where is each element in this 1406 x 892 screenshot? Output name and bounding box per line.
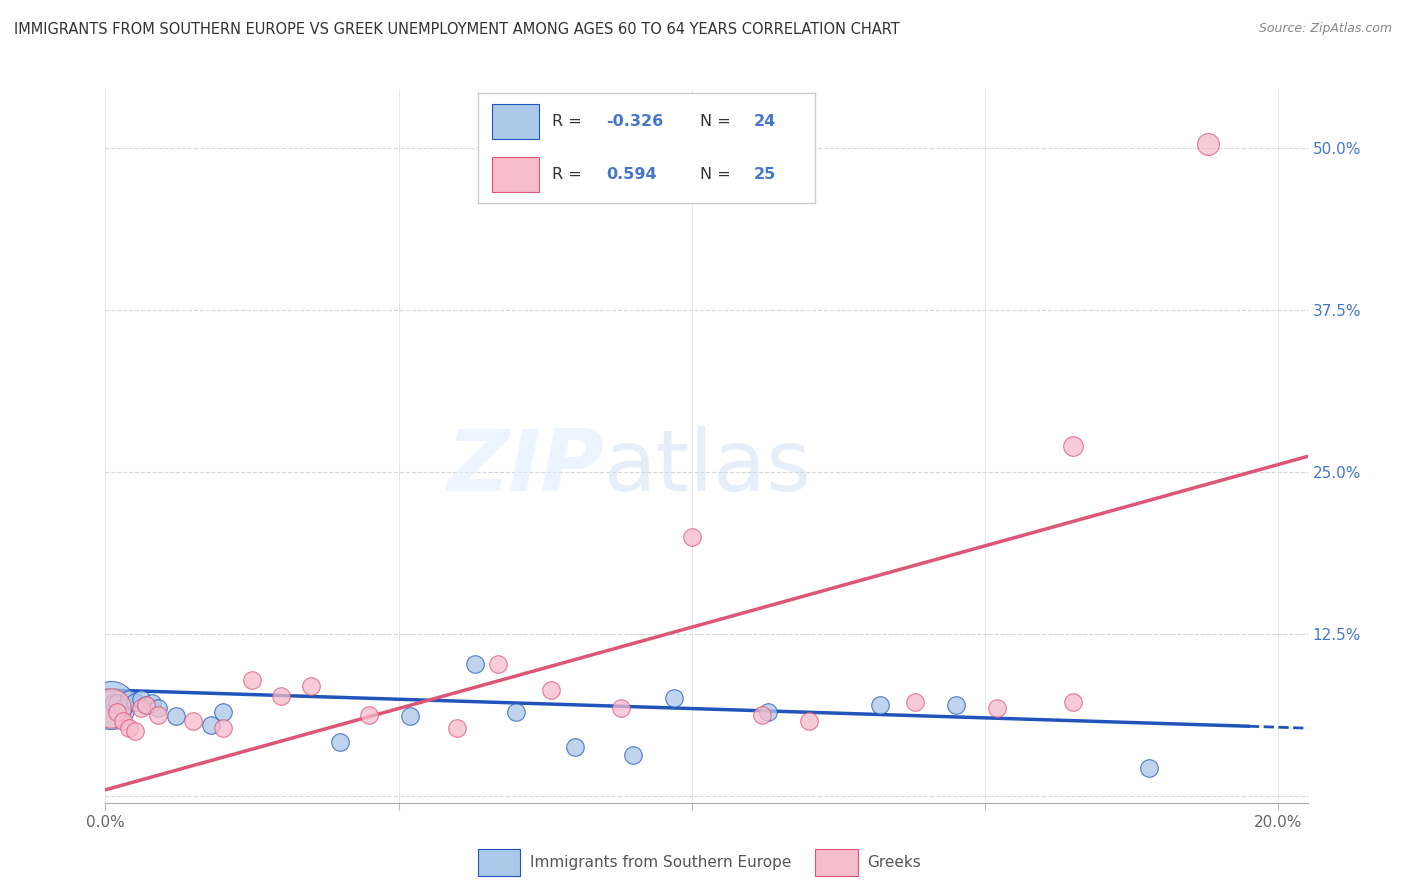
Point: [105, 696, 128, 710]
Point: [359, 707, 381, 722]
Point: [945, 698, 967, 713]
Text: atlas: atlas: [605, 425, 813, 509]
Text: Source: ZipAtlas.com: Source: ZipAtlas.com: [1258, 22, 1392, 36]
Point: [124, 695, 146, 709]
Point: [165, 709, 187, 723]
Point: [464, 657, 486, 671]
Point: [564, 739, 586, 754]
Point: [664, 690, 686, 705]
Point: [869, 698, 891, 713]
Text: IMMIGRANTS FROM SOUTHERN EUROPE VS GREEK UNEMPLOYMENT AMONG AGES 60 TO 64 YEARS : IMMIGRANTS FROM SOUTHERN EUROPE VS GREEK…: [14, 22, 900, 37]
Point: [124, 724, 146, 739]
Point: [751, 707, 773, 722]
Point: [240, 673, 263, 687]
Point: [141, 696, 163, 710]
Point: [446, 721, 468, 735]
Point: [148, 707, 170, 722]
Point: [105, 705, 128, 719]
Point: [904, 695, 927, 709]
Point: [118, 692, 141, 706]
Point: [540, 682, 562, 697]
Point: [118, 721, 141, 735]
Point: [1137, 761, 1160, 775]
Point: [211, 705, 233, 719]
Point: [112, 714, 135, 728]
Point: [797, 714, 820, 728]
Text: ZIP: ZIP: [447, 425, 605, 509]
Point: [100, 701, 122, 715]
Point: [399, 709, 422, 723]
Point: [621, 747, 644, 762]
Point: [1062, 439, 1084, 453]
Text: Greeks: Greeks: [868, 855, 921, 870]
Point: [610, 701, 633, 715]
Point: [148, 701, 170, 715]
Point: [270, 690, 292, 704]
Point: [211, 721, 233, 735]
Point: [1062, 695, 1084, 709]
Point: [129, 692, 152, 706]
Point: [486, 657, 509, 671]
Point: [183, 714, 205, 728]
Point: [103, 696, 125, 710]
Point: [135, 698, 157, 713]
Point: [329, 735, 352, 749]
Point: [986, 701, 1008, 715]
Point: [505, 705, 527, 719]
Point: [129, 701, 152, 715]
Point: [1197, 136, 1219, 151]
Text: Immigrants from Southern Europe: Immigrants from Southern Europe: [530, 855, 792, 870]
Point: [299, 679, 322, 693]
Point: [100, 698, 122, 713]
Point: [135, 698, 157, 713]
Point: [112, 701, 135, 715]
Point: [756, 705, 779, 719]
Point: [681, 530, 703, 544]
Point: [200, 718, 222, 732]
